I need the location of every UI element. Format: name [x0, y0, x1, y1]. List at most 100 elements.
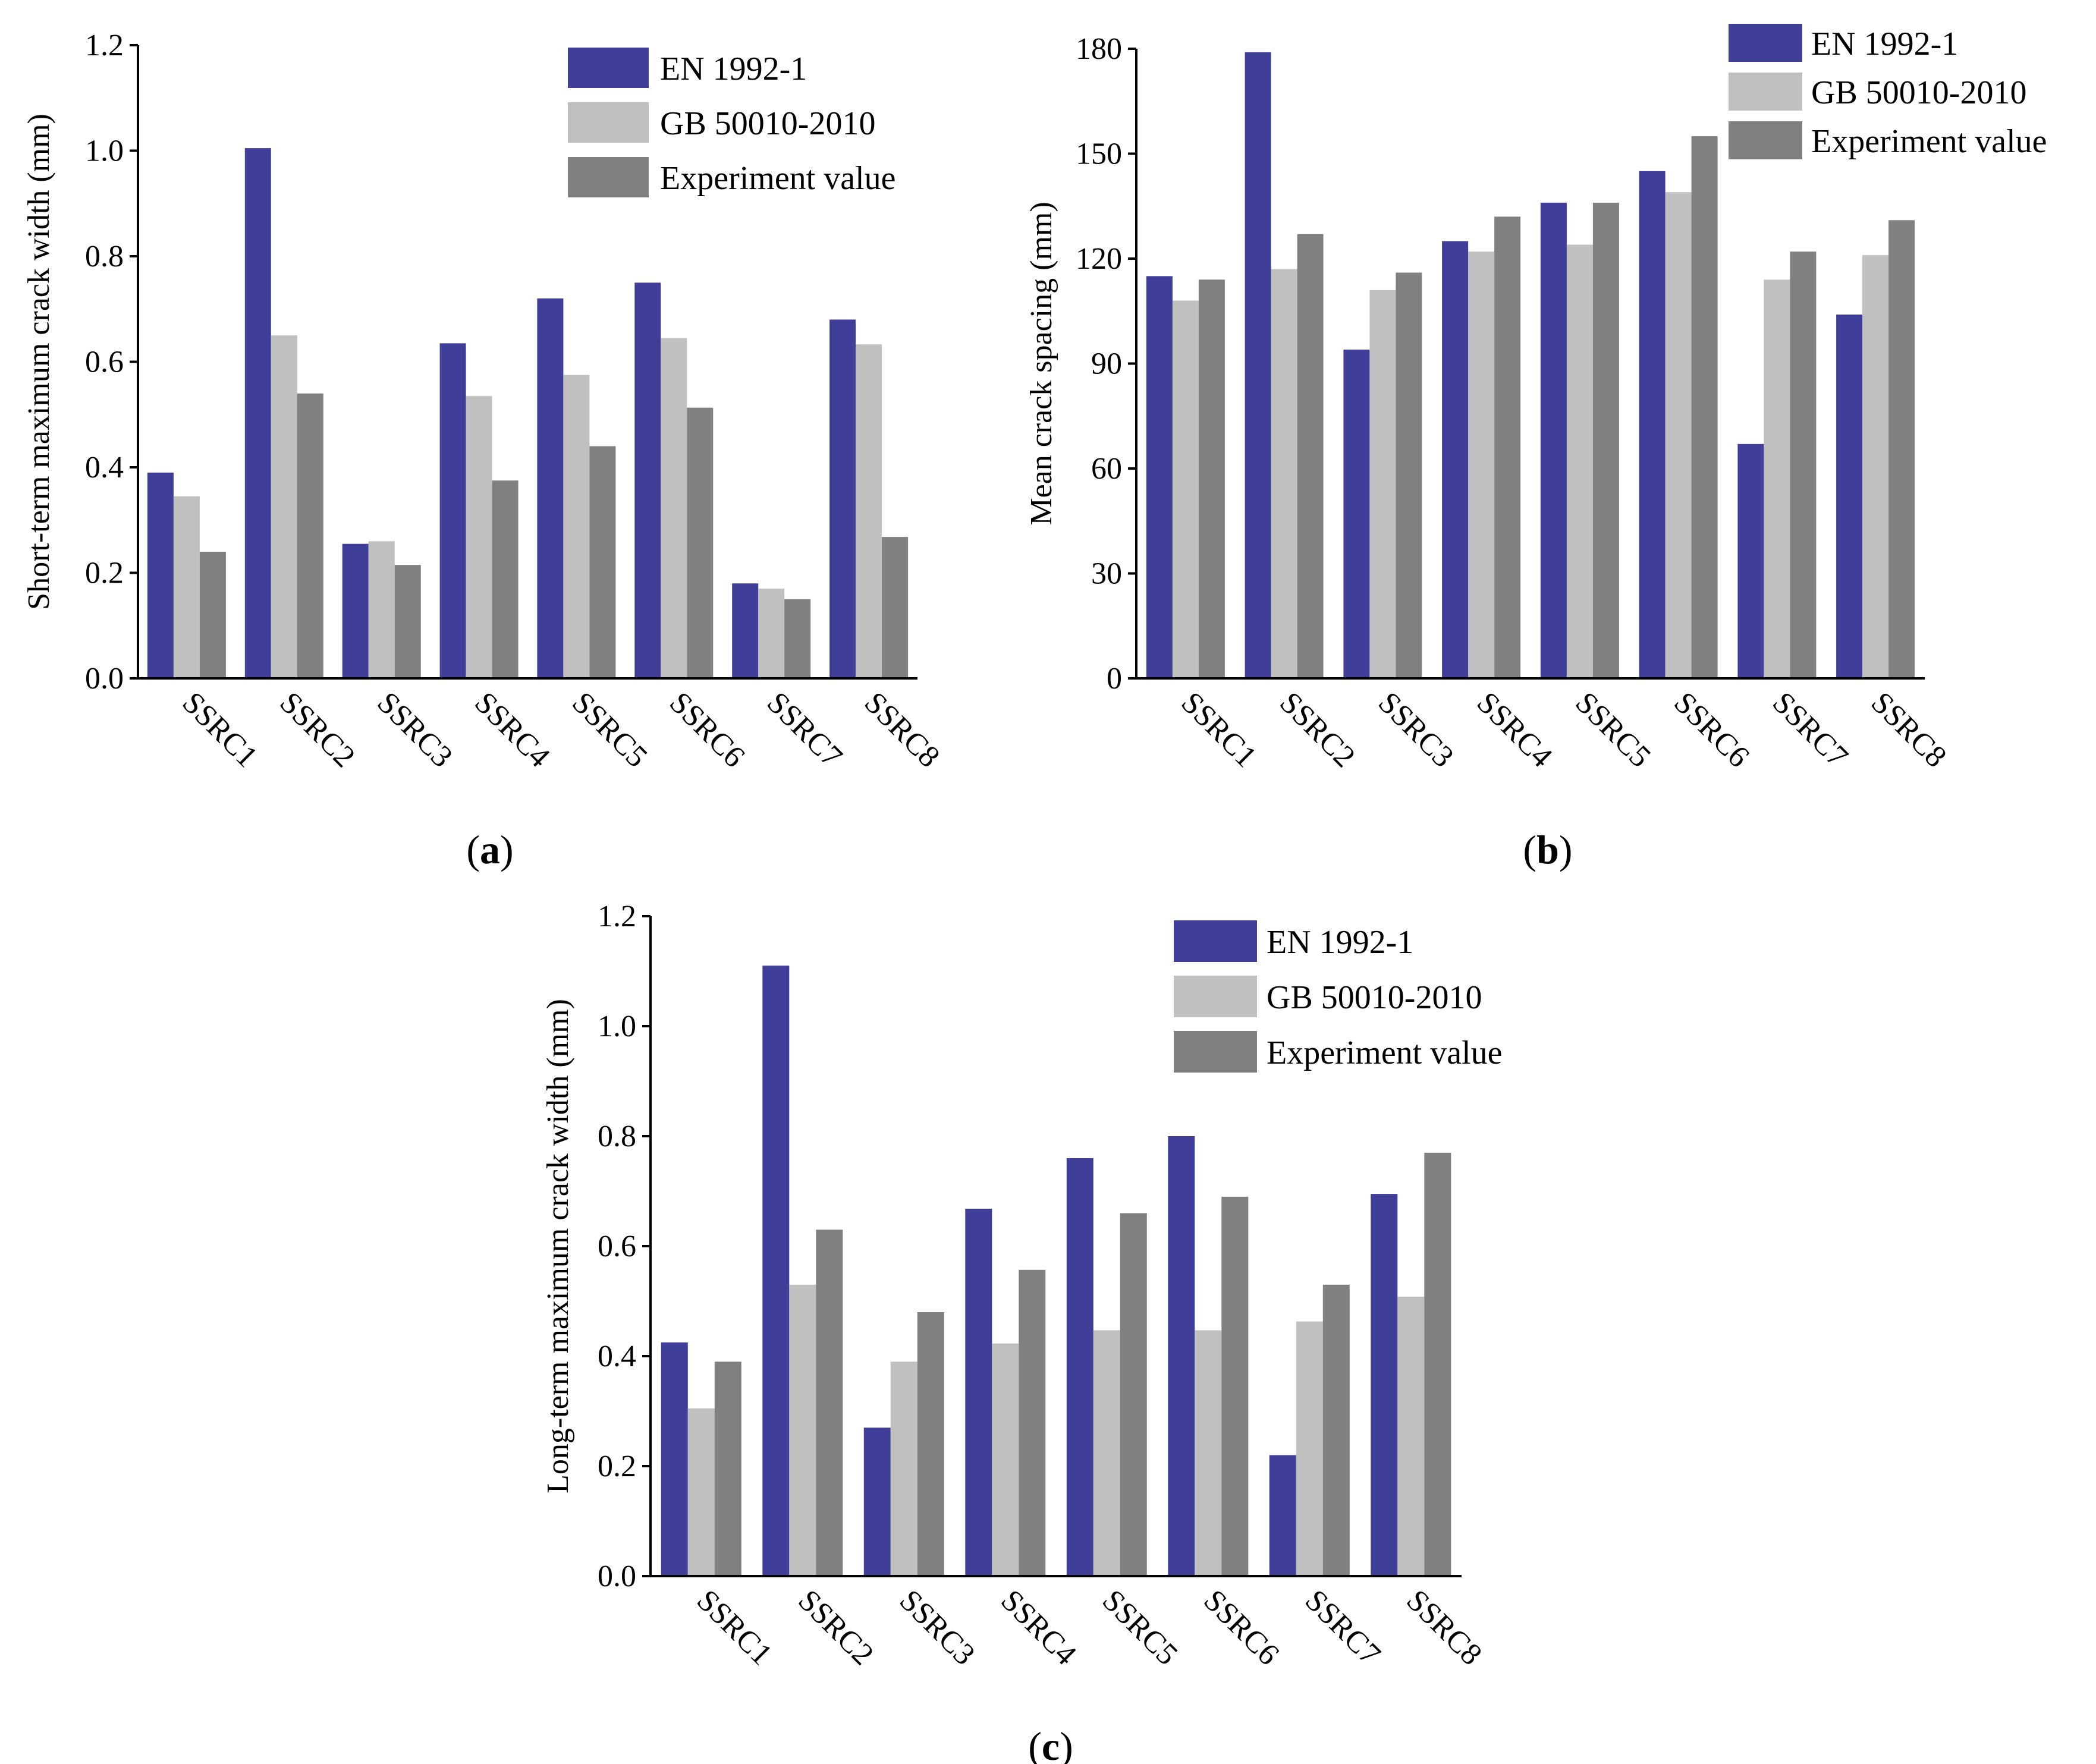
bar-a-s3-ssrc3 [394, 565, 421, 678]
category-label-ssrc7: SSRC7 [761, 686, 849, 774]
bar-b-s1-ssrc3 [1343, 350, 1370, 678]
y-tick-label: 0.2 [598, 1449, 636, 1483]
category-label-ssrc5: SSRC5 [565, 686, 654, 774]
y-tick-label: 150 [1076, 137, 1122, 171]
bar-b-s3-ssrc8 [1888, 220, 1915, 678]
bar-c-s1-ssrc3 [863, 1427, 891, 1577]
bar-b-s1-ssrc7 [1737, 444, 1764, 678]
bar-a-s3-ssrc8 [882, 537, 909, 678]
legend-label: GB 50010-2010 [1811, 74, 2026, 111]
y-axis-label-c: Long-term maximum crack width (mm) [541, 999, 575, 1493]
bar-a-s1-ssrc6 [634, 282, 661, 678]
bar-c-s3-ssrc7 [1322, 1284, 1350, 1577]
bar-b-s3-ssrc3 [1396, 272, 1422, 678]
category-label-ssrc7: SSRC7 [1299, 1583, 1387, 1672]
bar-c-s3-ssrc2 [816, 1230, 843, 1577]
bar-a-s3-ssrc2 [297, 393, 323, 679]
bar-b-s3-ssrc1 [1198, 279, 1225, 678]
bar-c-s2-ssrc1 [687, 1408, 715, 1576]
bar-a-s2-ssrc1 [173, 496, 200, 678]
bar-c-s3-ssrc5 [1120, 1213, 1147, 1576]
y-tick-label: 0.2 [85, 556, 124, 590]
bar-a-s1-ssrc8 [829, 319, 856, 678]
y-tick-label: 0.6 [598, 1230, 636, 1263]
bar-b-s1-ssrc8 [1836, 315, 1863, 678]
category-label-ssrc4: SSRC4 [468, 686, 557, 774]
bar-a-s2-ssrc8 [856, 344, 882, 678]
legend-label: EN 1992-1 [1267, 924, 1413, 961]
category-label-ssrc6: SSRC6 [1667, 686, 1756, 774]
bar-b-s1-ssrc4 [1442, 241, 1469, 679]
y-tick-label: 0.0 [85, 662, 124, 696]
legend-swatch [568, 102, 649, 143]
legend-swatch [1174, 976, 1257, 1017]
category-label-ssrc4: SSRC4 [994, 1583, 1083, 1672]
bar-b-s3-ssrc5 [1592, 202, 1619, 678]
bar-c-s3-ssrc4 [1019, 1269, 1046, 1576]
bar-c-s2-ssrc6 [1195, 1330, 1222, 1576]
legend-label: Experiment value [660, 160, 896, 197]
y-tick-label: 60 [1091, 452, 1122, 486]
bar-c-s2-ssrc5 [1093, 1330, 1120, 1576]
bar-c-s1-ssrc4 [965, 1209, 992, 1576]
bar-a-s3-ssrc1 [199, 552, 226, 678]
bar-c-s3-ssrc8 [1424, 1152, 1451, 1577]
bar-a-s1-ssrc1 [147, 472, 174, 678]
legend-label: GB 50010-2010 [1267, 979, 1482, 1016]
bar-c-s2-ssrc2 [789, 1284, 816, 1577]
bar-c-s1-ssrc8 [1371, 1194, 1398, 1576]
bar-b-s2-ssrc7 [1764, 279, 1790, 678]
bar-b-s1-ssrc2 [1245, 52, 1271, 678]
category-label-ssrc6: SSRC6 [663, 686, 752, 774]
bar-b-s2-ssrc5 [1566, 244, 1593, 678]
bar-c-s2-ssrc8 [1397, 1297, 1425, 1576]
category-label-ssrc5: SSRC5 [1096, 1583, 1184, 1672]
bar-b-s2-ssrc4 [1468, 251, 1495, 678]
bar-c-s1-ssrc2 [762, 966, 790, 1576]
category-label-ssrc3: SSRC3 [370, 686, 459, 774]
y-tick-label: 0.8 [598, 1120, 636, 1153]
bar-b-s2-ssrc2 [1271, 269, 1297, 679]
bar-a-s1-ssrc7 [732, 583, 759, 679]
category-label-ssrc4: SSRC4 [1470, 686, 1559, 774]
y-tick-label: 90 [1091, 347, 1122, 381]
bar-c-s3-ssrc6 [1221, 1196, 1249, 1577]
panel-label-b: (b) [1523, 827, 1572, 872]
bar-c-s1-ssrc6 [1168, 1136, 1195, 1576]
category-label-ssrc1: SSRC1 [690, 1583, 779, 1672]
y-tick-label: 1.2 [85, 29, 124, 62]
bar-a-s3-ssrc4 [492, 480, 518, 678]
bar-c-s1-ssrc7 [1269, 1455, 1296, 1576]
bar-b-s1-ssrc1 [1146, 276, 1173, 678]
y-tick-label: 0.6 [85, 345, 124, 379]
legend-swatch [1174, 920, 1257, 962]
legend-swatch [568, 157, 649, 197]
category-label-ssrc2: SSRC2 [273, 686, 362, 774]
y-tick-label: 180 [1076, 32, 1122, 66]
y-tick-label: 0.8 [85, 240, 124, 273]
legend-label: Experiment value [1811, 123, 2047, 160]
bar-b-s2-ssrc6 [1665, 192, 1692, 678]
bar-a-s3-ssrc6 [687, 407, 714, 678]
bar-b-s3-ssrc7 [1790, 251, 1817, 678]
bar-c-s2-ssrc4 [992, 1343, 1019, 1576]
bar-c-s1-ssrc1 [661, 1342, 688, 1576]
legend-label: EN 1992-1 [660, 51, 807, 87]
y-axis-label-a: Short-term maximum crack width (mm) [22, 114, 56, 610]
y-tick-label: 120 [1076, 242, 1122, 276]
y-tick-label: 1.2 [598, 900, 636, 933]
bar-b-s2-ssrc3 [1369, 290, 1396, 678]
category-label-ssrc2: SSRC2 [1273, 686, 1362, 774]
category-label-ssrc8: SSRC8 [1400, 1583, 1488, 1672]
y-tick-label: 0.4 [598, 1339, 636, 1373]
legend-label: EN 1992-1 [1811, 26, 1958, 62]
legend-c: EN 1992-1 GB 50010-2010 Experiment value [1174, 920, 1503, 1073]
legend-swatch [1729, 121, 1802, 159]
panel-label-c: (c) [1028, 1724, 1073, 1764]
bar-a-s1-ssrc4 [439, 343, 466, 678]
legend-swatch [568, 48, 649, 88]
bar-a-s1-ssrc2 [244, 148, 271, 679]
